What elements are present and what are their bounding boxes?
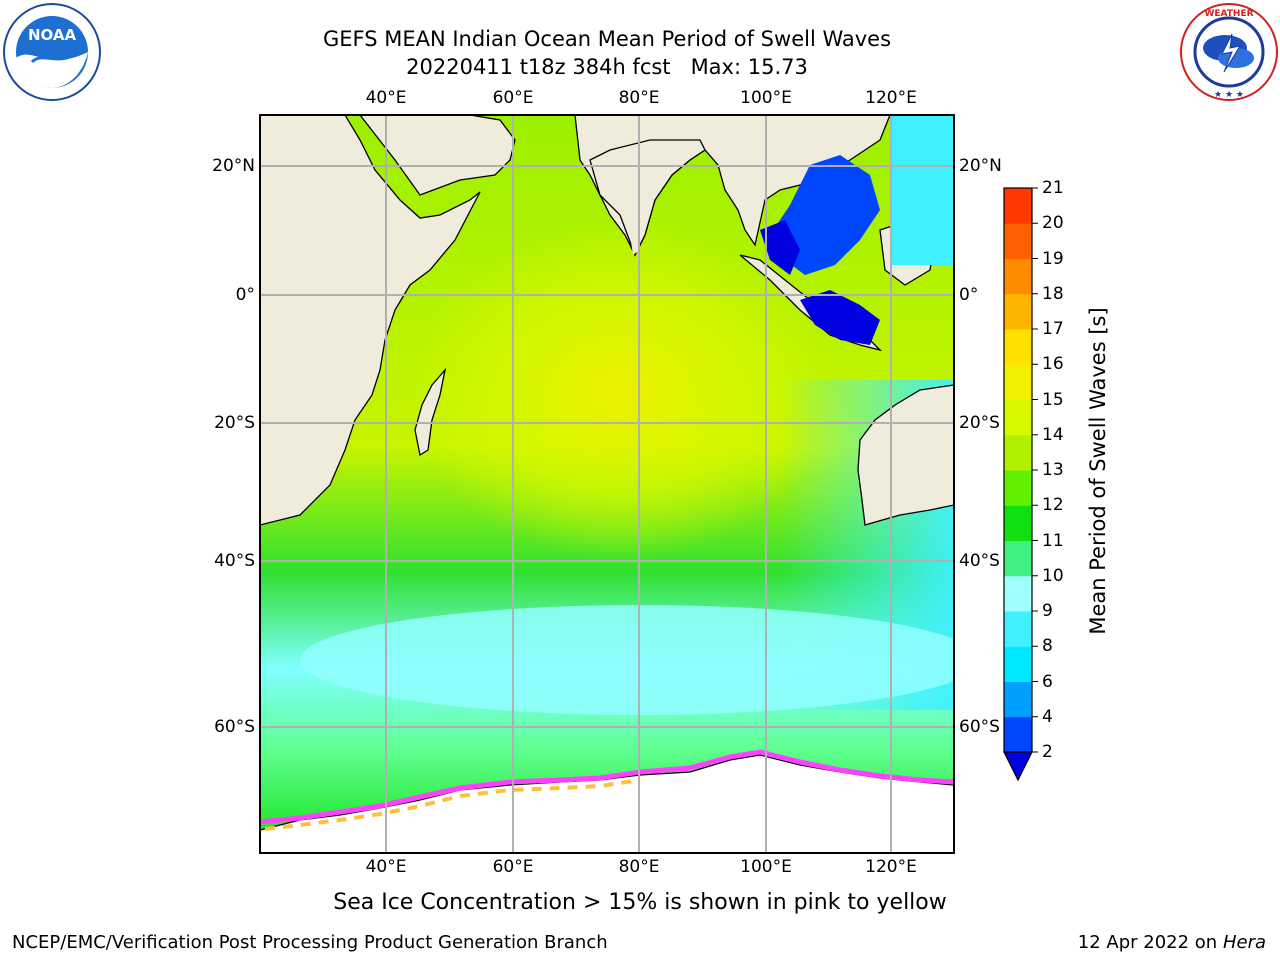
colorbar-tick-label: 18	[1042, 283, 1064, 304]
lat-tick-left: 40°S	[214, 551, 255, 571]
colorbar-tick-label: 14	[1042, 424, 1064, 445]
colorbar-segment	[1004, 716, 1032, 753]
colorbar-segment	[1004, 611, 1032, 647]
lat-tick-left: 0°	[235, 285, 255, 305]
lon-tick-bottom: 40°E	[365, 857, 407, 877]
low-period-java-sea	[800, 290, 880, 345]
colorbar-title: Mean Period of Swell Waves [s]	[1086, 307, 1110, 635]
colorbar-tick-label: 13	[1042, 460, 1064, 480]
land-arabia	[359, 115, 516, 196]
lat-tick-right: 60°S	[959, 717, 1000, 737]
land-india-south-tip	[630, 235, 640, 255]
lon-tick-top: 100°E	[740, 88, 792, 108]
lon-tick-top: 80°E	[618, 88, 660, 108]
colorbar-segment	[1004, 223, 1032, 259]
noaa-logo: NOAA	[3, 3, 101, 101]
colorbar-tick-label: 19	[1042, 248, 1064, 269]
colorbar-segment	[1004, 434, 1032, 471]
lon-tick-top: 60°E	[492, 88, 534, 108]
colorbar-segment	[1004, 329, 1032, 365]
colorbar-tick-label: 9	[1042, 601, 1053, 621]
colorbar-segment	[1004, 399, 1032, 436]
lon-tick-top: 120°E	[865, 88, 917, 108]
svg-text:★ ★ ★: ★ ★ ★	[1214, 90, 1244, 100]
credit-text: NCEP/EMC/Verification Post Processing Pr…	[12, 932, 608, 953]
colorbar-tick-label: 4	[1042, 706, 1053, 727]
colorbar-segment	[1004, 540, 1032, 577]
colorbar-tick-label: 6	[1042, 671, 1053, 692]
colorbar-segment	[1004, 505, 1032, 541]
lon-tick-bottom: 120°E	[865, 857, 917, 877]
colorbar-tick-label: 12	[1042, 495, 1064, 516]
colorbar-tick-label: 20	[1042, 213, 1064, 234]
colorbar-segment	[1004, 470, 1032, 506]
lat-tick-right: 40°S	[959, 551, 1000, 571]
land-australia	[857, 384, 954, 526]
colorbar-segment	[1004, 646, 1032, 682]
colorbar-tick-label: 16	[1042, 354, 1064, 375]
lon-tick-bottom: 60°E	[492, 857, 534, 877]
land-india	[589, 139, 706, 257]
colorbar-segment	[1004, 575, 1032, 612]
colorbar-tick-label: 21	[1042, 178, 1064, 198]
land-madagascar	[414, 367, 447, 457]
low-period-andaman	[760, 220, 800, 275]
chart-title-line2: 20220411 t18z 384h fcst Max: 15.73	[406, 55, 808, 79]
host-name: Hera	[1222, 932, 1266, 953]
lat-tick-left: 20°N	[212, 156, 255, 176]
date-stamp: 12 Apr 2022 on Hera	[1078, 932, 1266, 953]
colorbar-tick-label: 2	[1042, 742, 1053, 762]
low-period-western-pacific	[890, 115, 954, 265]
colorbar-tick-label: 11	[1042, 530, 1064, 551]
colorbar-tick-label: 10	[1042, 565, 1064, 586]
colorbar-segment	[1004, 364, 1032, 400]
lat-tick-left: 60°S	[214, 717, 255, 737]
nws-logo: WEATHER ★ ★ ★	[1180, 3, 1278, 101]
svg-text:NOAA: NOAA	[28, 26, 77, 44]
lon-tick-bottom: 100°E	[740, 857, 792, 877]
colorbar-tick-label: 15	[1042, 389, 1064, 410]
high-period-core	[410, 220, 830, 560]
lon-tick-top: 40°E	[365, 88, 407, 108]
lat-tick-right: 20°S	[959, 413, 1000, 433]
chart-title-line1: GEFS MEAN Indian Ocean Mean Period of Sw…	[322, 27, 892, 51]
sea-ice-edge	[260, 749, 954, 825]
colorbar-segment	[1004, 293, 1032, 330]
lat-tick-right: 0°	[959, 285, 979, 305]
map-frame	[259, 114, 955, 854]
sea-ice-note: Sea Ice Concentration > 15% is shown in …	[333, 890, 947, 915]
colorbar-segment	[1004, 188, 1032, 224]
colorbar-under-arrow	[1003, 751, 1033, 782]
colorbar	[1003, 187, 1038, 782]
sea-ice-inner	[264, 778, 641, 831]
colorbar-segment	[1004, 258, 1032, 295]
lat-tick-left: 20°S	[214, 413, 255, 433]
graticule	[260, 115, 954, 853]
low-period-southern-band	[300, 605, 954, 715]
svg-text:WEATHER: WEATHER	[1204, 9, 1253, 19]
colorbar-tick-label: 8	[1042, 636, 1053, 657]
colorbar-segment	[1004, 681, 1032, 718]
lon-tick-bottom: 80°E	[618, 857, 660, 877]
colorbar-tick-label: 17	[1042, 319, 1064, 339]
date-text: 12 Apr 2022 on	[1077, 932, 1223, 953]
lat-tick-right: 20°N	[959, 156, 1002, 176]
